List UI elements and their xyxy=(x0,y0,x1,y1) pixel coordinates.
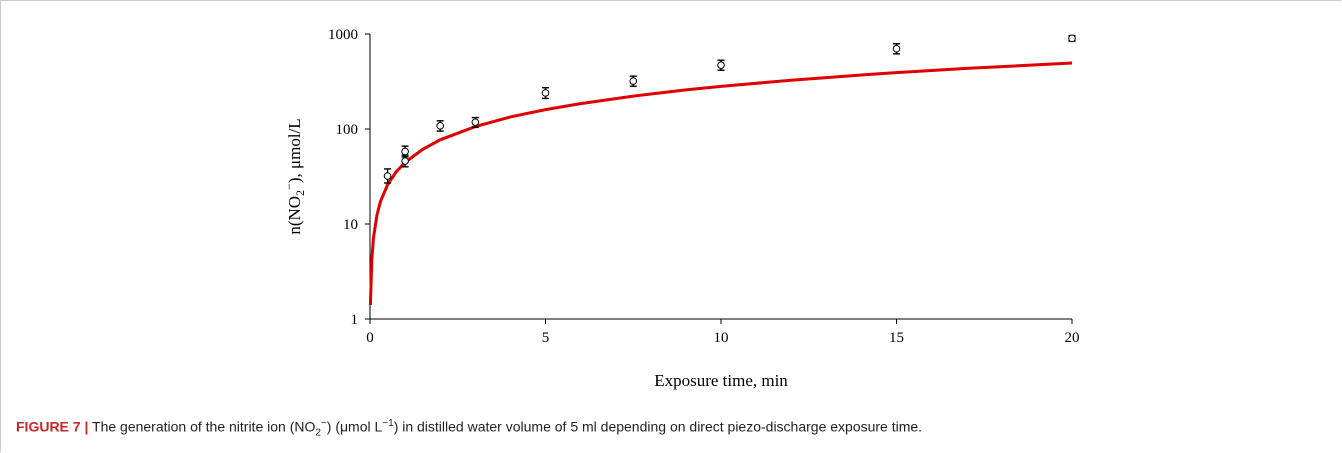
caption-sup-minus: − xyxy=(320,418,327,429)
y-tick-label: 100 xyxy=(336,122,359,138)
caption-text-3: ) in distilled water volume of 5 ml depe… xyxy=(393,418,923,435)
point-marker xyxy=(892,44,901,53)
fit-curve xyxy=(368,61,1073,306)
data-point xyxy=(471,116,480,129)
point-marker xyxy=(436,122,445,130)
figure-caption: FIGURE 7 | The generation of the nitrite… xyxy=(16,418,1336,438)
x-tick-label: 5 xyxy=(542,330,550,346)
caption-text-2: ) (μmol L xyxy=(326,418,383,435)
caption-text-1: The generation of the nitrite ion (NO xyxy=(92,418,316,435)
y-axis-label: n(NO2−), μmol/L xyxy=(282,118,307,234)
y-label-post: ), μmol/L xyxy=(285,118,304,183)
y-tick-label: 1 xyxy=(351,312,359,328)
y-tick-label: 10 xyxy=(343,217,358,233)
point-marker xyxy=(383,172,392,180)
data-point xyxy=(1068,34,1076,43)
figure-label: FIGURE 7 | xyxy=(16,418,89,435)
data-point xyxy=(892,43,901,55)
x-tick-label: 0 xyxy=(366,330,374,346)
data-point xyxy=(541,87,550,100)
point-marker xyxy=(401,147,409,156)
data-point xyxy=(717,59,725,71)
y-label-sub: 2 xyxy=(293,190,307,196)
point-marker xyxy=(471,118,480,126)
y-label-pre: n(NO xyxy=(285,196,304,235)
point-marker xyxy=(401,157,409,165)
point-marker xyxy=(629,77,638,85)
data-point xyxy=(401,145,409,158)
point-marker xyxy=(541,89,550,97)
y-tick-label: 1000 xyxy=(328,27,358,43)
caption-sup-unit: −1 xyxy=(382,418,394,429)
caption-sub-2: 2 xyxy=(315,427,321,439)
x-ticks: 0 5 10 15 20 xyxy=(366,319,1080,346)
x-axis-label: Exposure time, min xyxy=(654,371,788,390)
data-point xyxy=(436,120,445,132)
data-point xyxy=(401,154,409,168)
point-marker xyxy=(717,61,725,69)
y-ticks: 1 10 100 1000 xyxy=(328,27,370,328)
point-marker xyxy=(1068,34,1076,43)
data-points xyxy=(383,34,1076,184)
x-tick-label: 10 xyxy=(714,330,729,346)
x-tick-label: 20 xyxy=(1065,330,1080,346)
chart: 0 5 10 15 20 1 10 100 1000 Exposure time, min n… xyxy=(282,27,1080,390)
y-label-sup: − xyxy=(282,183,296,190)
data-point xyxy=(629,75,638,87)
axes xyxy=(369,34,1072,320)
data-point xyxy=(383,168,392,184)
x-tick-label: 15 xyxy=(889,330,904,346)
